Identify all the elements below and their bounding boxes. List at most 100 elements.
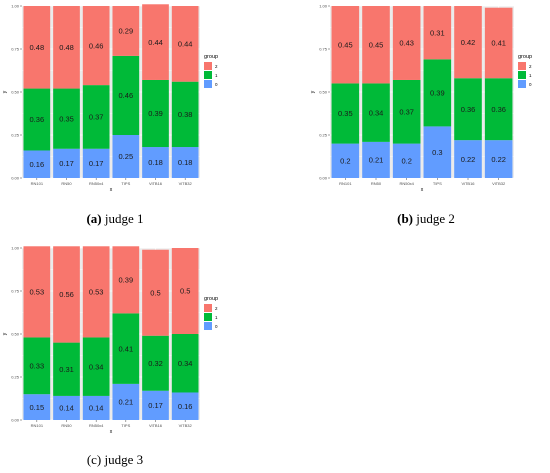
legend-swatch (204, 304, 212, 312)
legend-swatch (204, 62, 212, 70)
bar-segment (112, 135, 140, 178)
bar-segment (23, 6, 51, 89)
x-tick-label: TIPS (433, 181, 442, 186)
data-label: 0.53 (89, 288, 104, 297)
bar-segment (171, 6, 199, 82)
data-label: 0.46 (119, 91, 134, 100)
bar-segment (23, 88, 51, 151)
data-label: 0.39 (119, 276, 134, 285)
bar-segment (142, 249, 169, 336)
data-label: 0.43 (399, 39, 414, 48)
y-tick-label: 1.00 (319, 4, 328, 9)
bar-segment (171, 81, 199, 148)
data-label: 0.41 (491, 39, 506, 48)
x-tick-label: RN101 (31, 181, 44, 186)
data-label: 0.22 (461, 155, 476, 164)
data-label: 0.31 (59, 365, 74, 374)
bar-segment (362, 6, 390, 84)
bar-segment (82, 148, 110, 178)
y-tick-label: 0.25 (319, 133, 328, 138)
data-label: 0.17 (89, 159, 104, 168)
bar-segment (171, 248, 199, 334)
data-label: 0.39 (430, 89, 445, 98)
chart-caption: (b) judge 2 (308, 211, 544, 227)
bar-segment (23, 394, 51, 420)
caption-label: (a) (86, 211, 102, 226)
bar-segment (112, 246, 140, 314)
bar-segment (53, 88, 80, 149)
data-label: 0.5 (180, 287, 190, 296)
bar-segment (362, 83, 390, 142)
y-tick-label: 0.75 (11, 289, 20, 294)
bar-segment (331, 143, 360, 178)
x-tick-label: TIPS (121, 423, 130, 428)
data-label: 0.34 (178, 359, 193, 368)
bar-segment (331, 83, 360, 144)
chart-panel-judge-3: 0.00 0.25 0.50 0.75 1.00 y 0.15 0.33 0.53 RN101 0.… (0, 242, 230, 472)
data-label: 0.32 (148, 359, 163, 368)
bar-segment (23, 246, 51, 338)
y-tick-label: 0.25 (11, 375, 20, 380)
y-tick-label: 0.75 (319, 47, 328, 52)
y-tick-label: 0.00 (11, 176, 20, 181)
x-tick-label: ViTB32 (179, 423, 193, 428)
data-label: 0.14 (89, 404, 104, 413)
data-label: 0.21 (369, 156, 384, 165)
chart-panel-judge-2: 0.00 0.25 0.50 0.75 1.00 y 0.2 0.35 0.45 RN101 0.2… (308, 0, 544, 232)
chart-caption: (a) judge 1 (0, 211, 230, 227)
data-label: 0.37 (89, 113, 104, 122)
bar-segment (171, 334, 199, 393)
x-tick-label: TIPS (121, 181, 130, 186)
bar-segment (484, 78, 513, 141)
data-label: 0.22 (491, 155, 506, 164)
y-tick-label: 0.25 (11, 133, 20, 138)
legend-swatch (518, 62, 526, 70)
stacked-bar-chart: 0.00 0.25 0.50 0.75 1.00 y 0.2 0.35 0.45 RN101 0.2… (310, 4, 532, 194)
data-label: 0.37 (399, 107, 414, 116)
chart-panel-judge-1: 0.00 0.25 0.50 0.75 1.00 y 0.16 0.36 0.48 RN101 0.… (0, 0, 230, 232)
y-tick-label: 1.00 (11, 246, 20, 251)
chart-caption: (c) judge 3 (0, 452, 230, 468)
x-tick-label: ViTB16 (149, 423, 163, 428)
data-label: 0.38 (178, 110, 193, 119)
x-tick-label: RN50 (371, 181, 382, 186)
data-label: 0.33 (30, 362, 45, 371)
bar-segment (82, 6, 110, 86)
legend-swatch (518, 71, 526, 79)
x-tick-label: RN50 (61, 181, 72, 186)
x-tick-label: RN50x4 (399, 181, 414, 186)
bar-segment (171, 392, 199, 420)
data-label: 0.36 (461, 105, 476, 114)
data-label: 0.34 (369, 108, 384, 117)
x-tick-label: RN101 (339, 181, 352, 186)
x-axis-label: x (421, 187, 424, 193)
data-label: 0.36 (491, 105, 506, 114)
x-tick-label: RN101 (31, 423, 44, 428)
legend-label: 2 (215, 64, 218, 69)
bar-segment (454, 78, 482, 141)
bar-segment (112, 6, 140, 56)
caption-text: judge 1 (104, 211, 144, 226)
legend-swatch (204, 313, 212, 321)
bar-segment (53, 6, 80, 89)
bar-segment (423, 6, 452, 60)
bar-segment (53, 148, 80, 178)
data-label: 0.14 (59, 404, 74, 413)
x-tick-label: ViTB32 (492, 181, 506, 186)
data-label: 0.53 (30, 288, 45, 297)
legend-label: 1 (215, 315, 218, 320)
data-label: 0.35 (59, 114, 74, 123)
data-label: 0.16 (30, 160, 45, 169)
bar-segment (484, 7, 513, 79)
x-tick-label: ViTB32 (179, 181, 193, 186)
data-label: 0.48 (30, 43, 45, 52)
data-label: 0.3 (432, 148, 442, 157)
bar-segment (82, 395, 110, 420)
x-tick-label: RN50x4 (89, 181, 104, 186)
legend-swatch (204, 322, 212, 330)
legend-label: 0 (215, 324, 218, 329)
data-label: 0.56 (59, 290, 74, 299)
bar-segment (454, 140, 482, 178)
bar-segment (112, 55, 140, 135)
y-tick-label: 1.00 (11, 4, 20, 9)
